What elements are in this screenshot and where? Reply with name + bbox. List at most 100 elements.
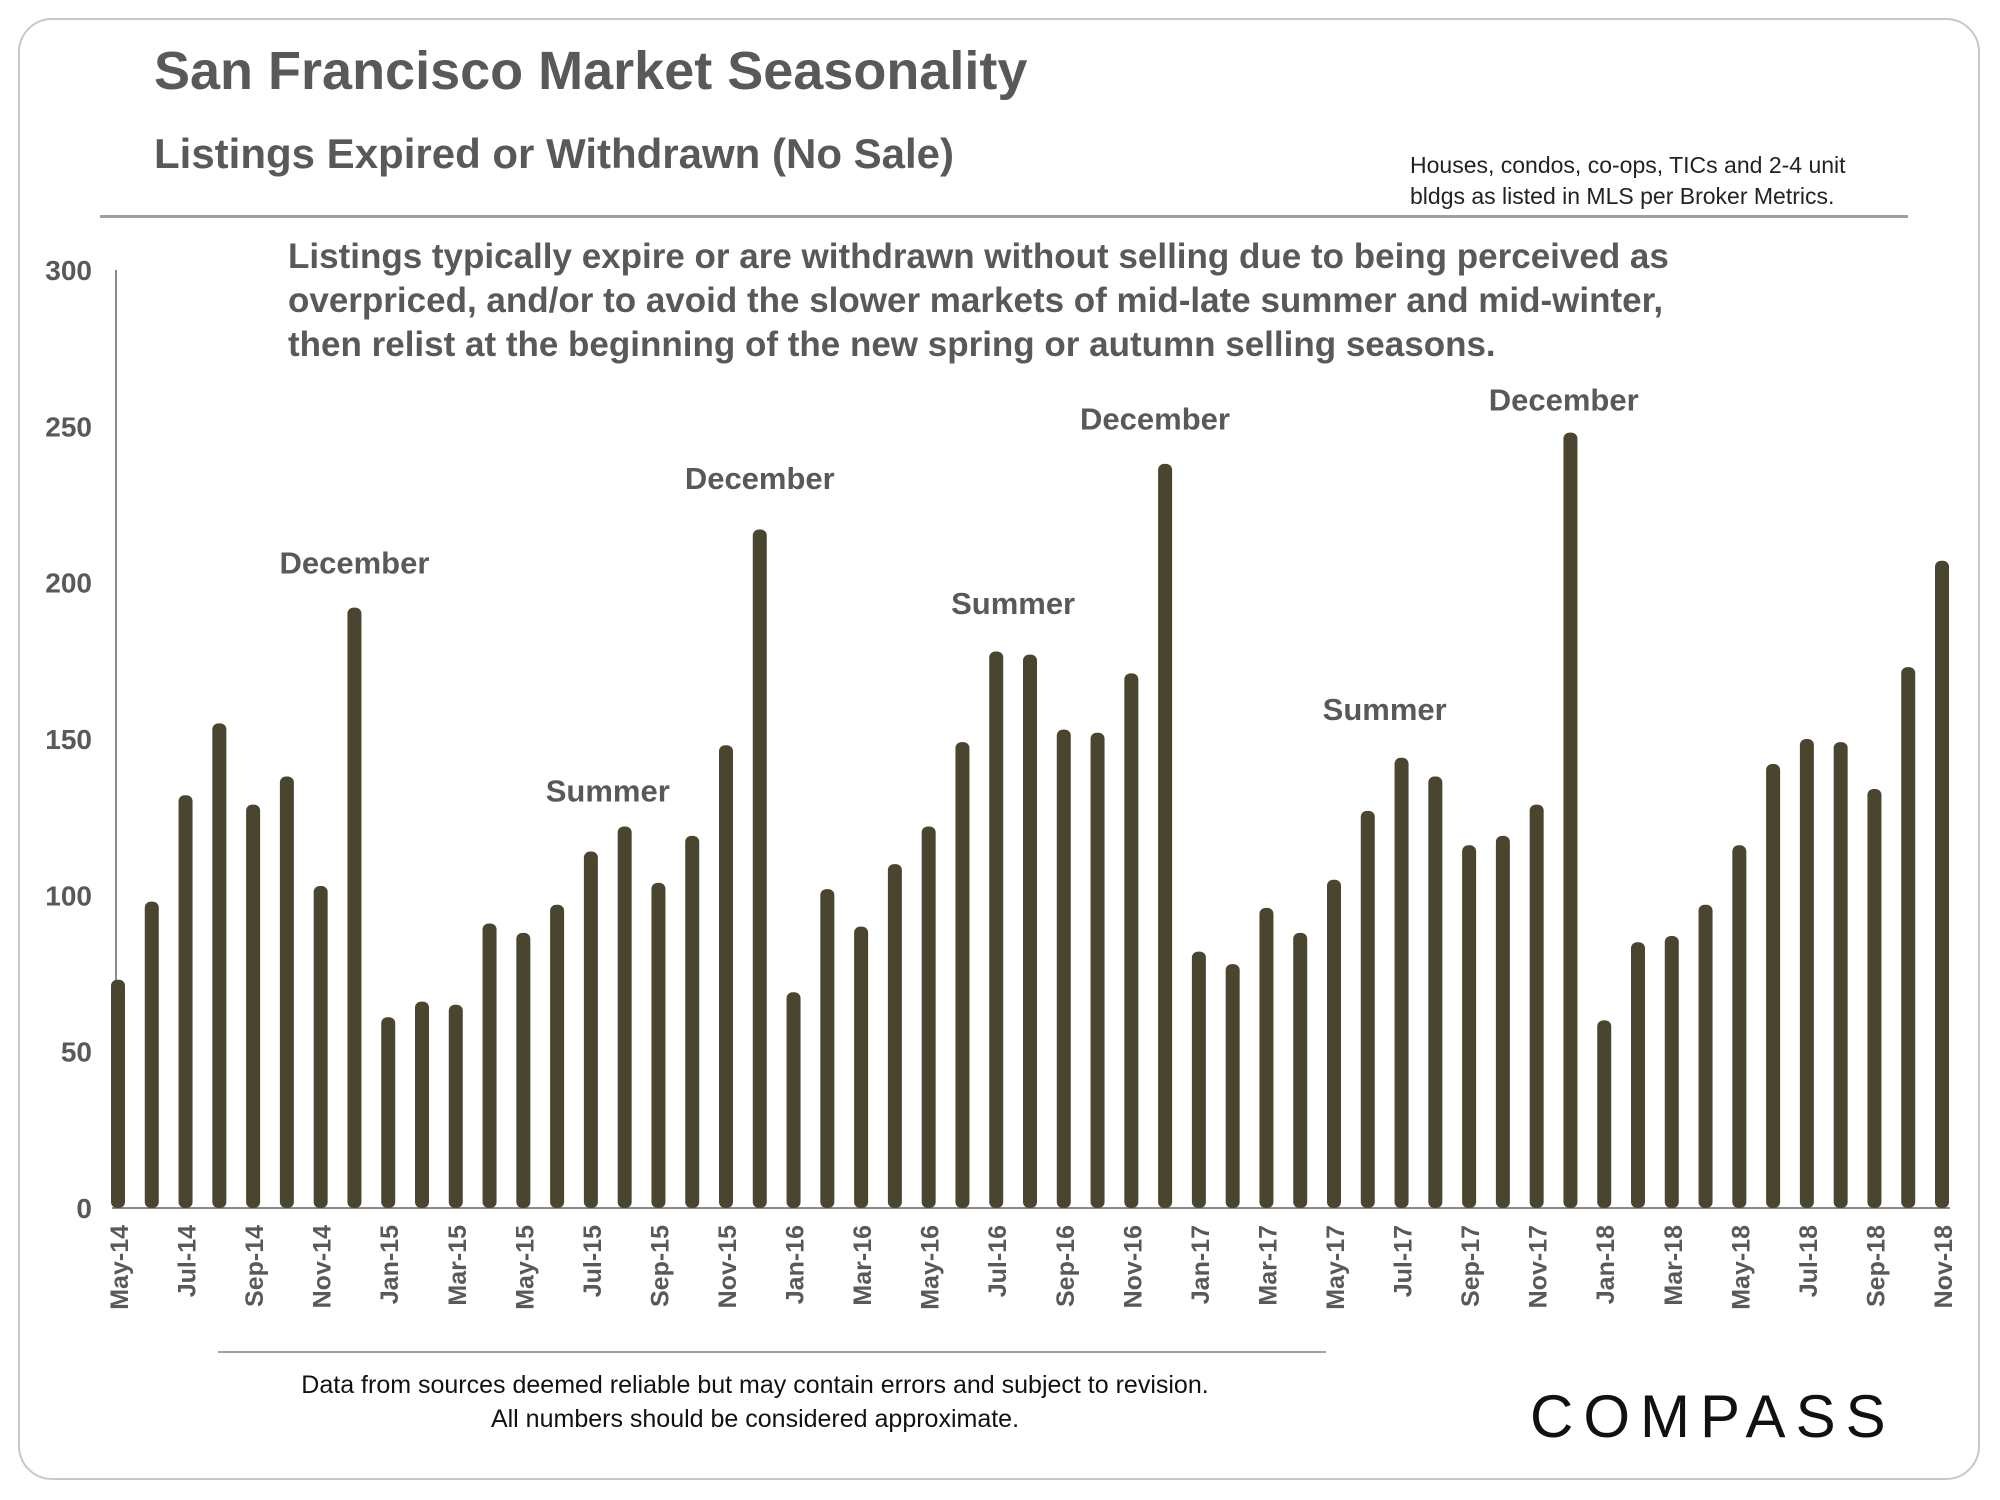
bar-Jun-16 [955,742,970,1208]
note-line-1: Houses, condos, co-ops, TICs and 2-4 uni… [1410,152,1846,178]
bar-chart: 0 50 100 150 200 250 300 May-14 Jul-14 Sep-14 Nov… [45,255,1958,1310]
x-tick-label: Sep-18 [1862,1225,1890,1307]
bar-Aug-17 [1428,776,1443,1208]
x-tick-label: May-15 [511,1225,539,1310]
bar-Feb-17 [1225,964,1240,1208]
callout-labels: December Summer December Summer December Summ… [279,383,1638,809]
bar-Mar-15 [448,1004,463,1208]
bar-Sep-14 [246,804,261,1208]
bar-Jul-17 [1394,757,1409,1208]
bar-Dec-16 [1158,463,1173,1208]
bar-Apr-15 [482,923,497,1208]
bar-Dec-17 [1563,432,1578,1208]
annotation-line-1: Listings typically expire or are withdra… [288,237,1669,276]
x-tick-label: Mar-17 [1254,1225,1282,1306]
x-tick-label: Jul-14 [174,1225,202,1297]
callout-summer: Summer [951,586,1075,621]
logo-text: COMPASS [1530,1383,1896,1450]
x-tick-label: Nov-16 [1119,1225,1147,1308]
callout-december: December [1489,383,1639,418]
annotation-line-2: overpriced, and/or to avoid the slower m… [288,281,1664,320]
x-tick-label: Sep-14 [241,1225,269,1307]
y-tick-label: 50 [61,1037,92,1068]
callout-summer: Summer [546,774,670,809]
x-tick-label: Mar-16 [849,1225,877,1306]
bar-Apr-16 [887,864,902,1208]
bar-Feb-16 [820,889,835,1208]
y-tick-label: 100 [45,880,92,911]
chart-subtitle: Listings Expired or Withdrawn (No Sale) [154,130,955,177]
x-axis-labels: May-14 Jul-14 Sep-14 Nov-14 Jan-15 Mar-15 May-… [106,1225,1958,1310]
bar-Jun-17 [1360,810,1375,1208]
bar-Jun-18 [1766,764,1781,1208]
bar-Nov-15 [719,745,733,1208]
bar-Aug-16 [1023,654,1037,1208]
disclaimer: Data from sources deemed reliable but ma… [190,1368,1320,1436]
bar-Jun-14 [144,901,159,1208]
bar-Jul-16 [989,651,1004,1208]
x-tick-label: Mar-18 [1660,1225,1688,1306]
bar-Nov-17 [1529,804,1544,1208]
bar-Feb-15 [415,1001,429,1208]
x-tick-label: Sep-16 [1052,1225,1080,1307]
bar-Feb-18 [1631,942,1645,1208]
bar-May-15 [516,932,531,1208]
disclaimer-line-2: All numbers should be considered approxi… [490,1405,1020,1433]
bar-Dec-15 [752,529,767,1208]
bar-Oct-17 [1495,835,1510,1208]
y-tick-label: 150 [45,724,92,755]
callout-december: December [279,545,429,580]
x-tick-label: May-17 [1322,1225,1350,1310]
bar-Jul-14 [178,795,193,1208]
x-tick-label: Jul-15 [579,1225,607,1297]
bar-Apr-18 [1698,904,1713,1208]
bar-Oct-15 [685,835,700,1208]
bar-Aug-14 [212,723,227,1208]
y-tick-label: 200 [45,568,92,599]
compass-logo: COMPASS [1530,1383,1896,1450]
header-divider [100,215,1908,218]
bar-Jul-18 [1799,739,1814,1208]
x-tick-label: Sep-15 [646,1225,674,1307]
bar-Dec-14 [347,607,362,1208]
x-tick-label: May-18 [1727,1225,1755,1310]
x-tick-label: Sep-17 [1457,1225,1485,1307]
x-tick-label: May-16 [917,1225,945,1310]
bar-Oct-16 [1090,732,1105,1208]
footer-divider [218,1351,1326,1353]
annotation-line-3: then relist at the beginning of the new … [288,325,1496,364]
callout-december: December [685,461,835,496]
callout-summer: Summer [1323,692,1447,727]
x-tick-label: Jul-18 [1795,1225,1823,1297]
x-tick-label: Jan-17 [1187,1225,1215,1304]
bar-Sep-16 [1056,729,1071,1208]
bar-Nov-16 [1124,673,1139,1208]
data-source-note: Houses, condos, co-ops, TICs and 2-4 uni… [1410,150,1930,212]
callout-december: December [1080,401,1230,436]
bar-Jan-15 [381,1017,396,1208]
bar-Sep-15 [651,882,666,1208]
bar-Oct-18 [1901,667,1916,1208]
disclaimer-line-1: Data from sources deemed reliable but ma… [301,1371,1209,1399]
x-tick-label: Nov-18 [1930,1225,1958,1308]
bar-Apr-17 [1293,932,1308,1208]
y-tick-label: 300 [45,255,92,286]
chart-bars [111,432,1949,1208]
x-tick-label: Jan-15 [376,1225,404,1304]
bar-Jun-15 [550,904,565,1208]
bar-Mar-17 [1259,907,1274,1208]
bar-Sep-17 [1462,845,1477,1208]
bar-Aug-18 [1833,742,1848,1208]
x-tick-label: Jul-16 [984,1225,1012,1297]
bar-Nov-14 [313,885,328,1208]
y-tick-label: 250 [45,411,92,442]
y-axis-labels: 0 50 100 150 200 250 300 [45,255,92,1224]
x-tick-label: May-14 [106,1225,134,1310]
x-tick-label: Nov-15 [714,1225,742,1308]
note-line-2: bldgs as listed in MLS per Broker Metric… [1410,183,1835,209]
bar-Oct-14 [279,776,294,1208]
bar-Aug-15 [617,826,632,1208]
bar-May-17 [1327,879,1341,1208]
x-tick-label: Jan-16 [782,1225,810,1304]
x-tick-label: Mar-15 [444,1225,472,1306]
